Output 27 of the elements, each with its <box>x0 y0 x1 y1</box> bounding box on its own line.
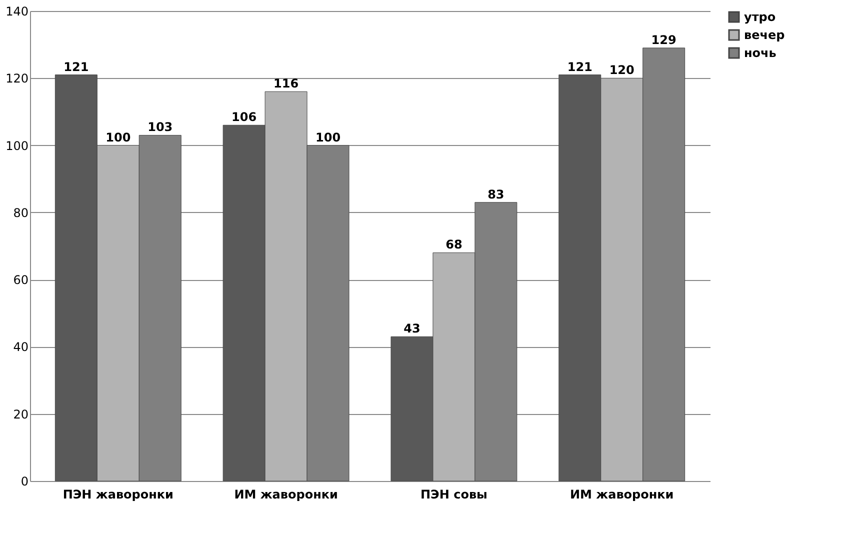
legend-label: вечер <box>744 28 786 42</box>
data-label: 121 <box>567 60 592 74</box>
data-label: 106 <box>232 110 257 124</box>
data-label: 100 <box>106 130 131 144</box>
y-tick-label: 100 <box>6 138 28 153</box>
x-tick-label: ПЭН жаворонки <box>62 488 174 502</box>
data-label: 116 <box>274 76 299 91</box>
data-label: 100 <box>315 130 341 144</box>
y-tick-label: 0 <box>20 474 28 488</box>
data-label: 121 <box>64 60 89 74</box>
y-tick-label: 60 <box>13 273 28 288</box>
y-tick-label: 20 <box>13 407 28 422</box>
y-tick-label: 40 <box>13 340 28 354</box>
data-label: 120 <box>609 63 634 78</box>
y-tick-label: 80 <box>13 206 28 220</box>
y-tick-label: 140 <box>6 4 28 18</box>
data-label: 43 <box>404 322 420 336</box>
data-label: 129 <box>651 32 676 47</box>
data-label: 68 <box>446 238 462 252</box>
y-tick-label: 120 <box>6 72 28 86</box>
legend-label: ночь <box>744 46 777 60</box>
data-label: 83 <box>488 187 504 202</box>
x-tick-label: ПЭН совы <box>420 488 488 502</box>
legend-label: утро <box>744 10 776 24</box>
data-label: 103 <box>148 120 173 134</box>
x-tick-label: ИМ жаворонки <box>570 488 674 502</box>
x-tick-label: ИМ жаворонки <box>234 488 338 502</box>
